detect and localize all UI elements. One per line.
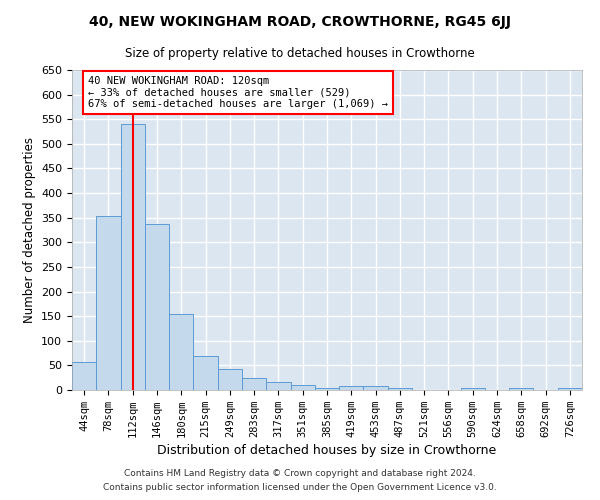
Bar bbox=[72, 362, 96, 390]
Bar bbox=[193, 356, 218, 390]
Bar bbox=[315, 388, 339, 390]
Bar bbox=[388, 388, 412, 390]
Bar bbox=[290, 385, 315, 390]
Text: 40 NEW WOKINGHAM ROAD: 120sqm
← 33% of detached houses are smaller (529)
67% of : 40 NEW WOKINGHAM ROAD: 120sqm ← 33% of d… bbox=[88, 76, 388, 109]
Bar bbox=[266, 382, 290, 390]
Bar bbox=[218, 370, 242, 390]
Bar bbox=[96, 216, 121, 390]
Bar bbox=[169, 314, 193, 390]
Text: 40, NEW WOKINGHAM ROAD, CROWTHORNE, RG45 6JJ: 40, NEW WOKINGHAM ROAD, CROWTHORNE, RG45… bbox=[89, 15, 511, 29]
Bar bbox=[509, 388, 533, 390]
Bar bbox=[121, 124, 145, 390]
Bar bbox=[145, 224, 169, 390]
Bar bbox=[461, 388, 485, 390]
Bar bbox=[339, 386, 364, 390]
Text: Contains public sector information licensed under the Open Government Licence v3: Contains public sector information licen… bbox=[103, 484, 497, 492]
Bar bbox=[242, 378, 266, 390]
Text: Contains HM Land Registry data © Crown copyright and database right 2024.: Contains HM Land Registry data © Crown c… bbox=[124, 468, 476, 477]
Bar bbox=[558, 388, 582, 390]
Text: Size of property relative to detached houses in Crowthorne: Size of property relative to detached ho… bbox=[125, 48, 475, 60]
Bar bbox=[364, 386, 388, 390]
X-axis label: Distribution of detached houses by size in Crowthorne: Distribution of detached houses by size … bbox=[157, 444, 497, 457]
Y-axis label: Number of detached properties: Number of detached properties bbox=[23, 137, 35, 323]
